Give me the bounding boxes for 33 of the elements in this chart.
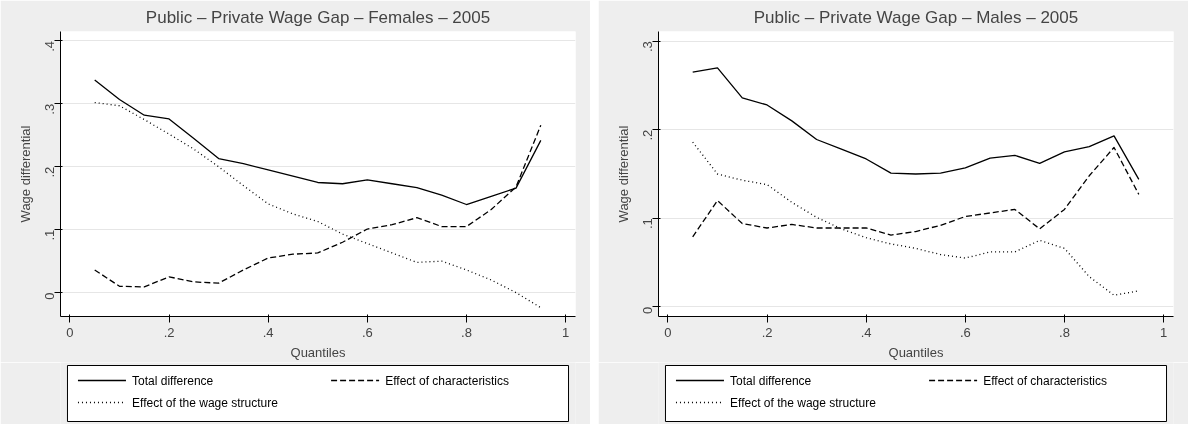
x-tick-label: .4	[262, 324, 274, 340]
y-tick-label: .3	[42, 103, 57, 115]
y-tick-label: .4	[42, 40, 57, 52]
x-tick-label: .4	[860, 324, 872, 340]
x-tick-label: .2	[761, 324, 773, 340]
x-tick-label: .8	[461, 324, 472, 340]
x-tick-label: 0	[664, 324, 672, 340]
x-tick-label: 1	[1159, 324, 1168, 340]
legend-label: Effect of characteristics	[983, 373, 1108, 388]
y-axis-title: Wage differential	[615, 125, 631, 223]
legend-label: Effect of the wage structure	[132, 395, 279, 410]
x-tick-label: .6	[361, 324, 373, 340]
y-axis-title: Wage differential	[17, 125, 33, 223]
y-tick-label: 0	[42, 292, 57, 300]
y-tick-label: .2	[640, 129, 655, 141]
y-tick-label: 0	[640, 306, 655, 314]
x-axis-title: Quantiles	[888, 344, 944, 360]
legend-label: Effect of characteristics	[385, 373, 510, 388]
x-tick-label: .8	[1059, 324, 1070, 340]
chart-title: Public – Private Wage Gap – Females – 2005	[145, 7, 491, 27]
x-tick-label: .2	[163, 324, 175, 340]
legend-label: Total difference	[730, 373, 812, 388]
x-tick-label: 0	[66, 324, 74, 340]
x-tick-label: 1	[561, 324, 570, 340]
y-tick-label: .1	[42, 229, 57, 241]
x-tick-label: .6	[959, 324, 971, 340]
y-tick-label: .1	[640, 218, 655, 230]
y-tick-label: .2	[42, 166, 57, 178]
legend-label: Total difference	[132, 373, 214, 388]
x-axis-title: Quantiles	[290, 344, 346, 360]
y-tick-label: .3	[640, 41, 655, 53]
chart-title: Public – Private Wage Gap – Males – 2005	[753, 7, 1079, 27]
legend-label: Effect of the wage structure	[730, 395, 877, 410]
